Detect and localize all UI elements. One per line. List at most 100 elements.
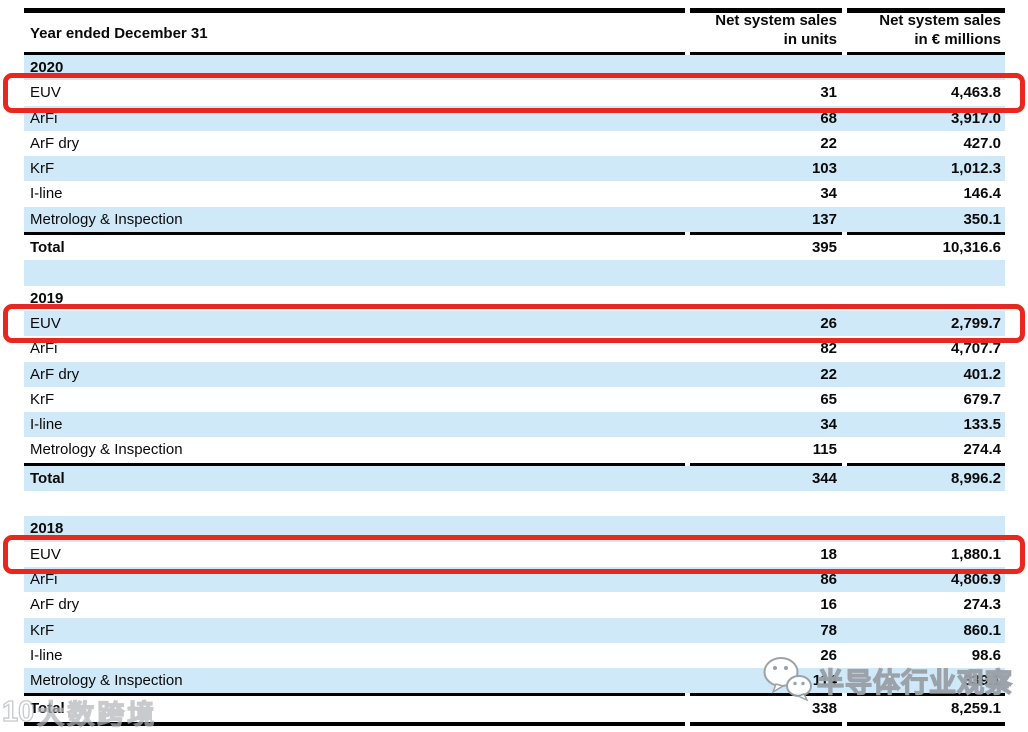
cell-units: 115	[812, 441, 837, 459]
row-euv-2020: EUV 31 4,463.8	[24, 80, 1005, 106]
cell-units: 26	[820, 314, 837, 332]
cell-eur: 10,316.6	[942, 239, 1001, 257]
total-rule-2018	[24, 693, 1005, 697]
cell-eur: 2,799.7	[950, 314, 1001, 332]
cell-label: Total	[30, 469, 65, 487]
cell-units: 344	[811, 469, 837, 487]
cell-label: ArFi	[30, 570, 58, 588]
cell-eur: 427.0	[963, 134, 1001, 152]
cell-label: Total	[30, 700, 65, 718]
table-bottom-rule	[24, 721, 1005, 726]
cell-units: 22	[820, 134, 837, 152]
cell-label: Metrology & Inspection	[30, 210, 183, 228]
row-total-2018: Total 338 8,259.1	[24, 696, 1005, 722]
row-spacer	[24, 491, 1005, 517]
cell-units: 86	[820, 570, 837, 588]
cell-eur: 350.1	[963, 210, 1001, 228]
cell-label: ArF dry	[30, 134, 80, 152]
cell-units: 68	[820, 109, 837, 127]
cell-label: ArFi	[30, 340, 58, 358]
cell-label: Metrology & Inspection	[30, 672, 183, 690]
cell-units: 31	[820, 84, 837, 102]
cell-label: I-line	[30, 646, 63, 664]
cell-units: 16	[820, 596, 837, 614]
year-label: 2020	[30, 59, 64, 76]
cell-eur: 274.3	[963, 596, 1001, 614]
cell-label: ArF dry	[30, 596, 80, 614]
cell-eur: 274.4	[963, 441, 1001, 459]
row-metrology-inspection-2019: Metrology & Inspection 115 274.4	[24, 437, 1005, 463]
header-eur-col: Net system sales in € millions	[879, 12, 1001, 48]
cell-eur: 133.5	[963, 416, 1001, 434]
header-year-col: Year ended December 31	[30, 25, 208, 42]
cell-units: 78	[820, 621, 837, 639]
cell-label: Total	[30, 239, 65, 257]
row-metrology-inspection-2018: Metrology & Inspection 114 339.1	[24, 668, 1005, 694]
cell-units: 103	[811, 160, 837, 178]
row-arf-dry-2020: ArF dry 22 427.0	[24, 130, 1005, 157]
cell-units: 18	[820, 545, 837, 563]
cell-units: 65	[820, 390, 837, 408]
cell-label: ArFi	[30, 109, 58, 127]
cell-units: 395	[811, 239, 837, 257]
row-metrology-inspection-2020: Metrology & Inspection 137 350.1	[24, 206, 1005, 233]
cell-units: 22	[820, 365, 837, 383]
cell-units: 82	[820, 340, 837, 358]
row-arfi-2018: ArFi 86 4,806.9	[24, 566, 1005, 593]
cell-eur: 3,917.0	[950, 109, 1001, 127]
cell-units: 114	[812, 672, 837, 690]
cell-label: EUV	[30, 314, 61, 332]
row-krf-2020: KrF 103 1,012.3	[24, 156, 1005, 182]
cell-label: EUV	[30, 84, 61, 102]
cell-label: KrF	[30, 160, 55, 178]
row-i-line-2020: I-line 34 146.4	[24, 181, 1005, 207]
cell-units: 26	[820, 646, 837, 664]
header-units-col: Net system sales in units	[715, 12, 837, 48]
row-year-2020: 2020	[24, 55, 1005, 81]
table-top-rule	[24, 8, 1005, 13]
row-euv-2018: EUV 18 1,880.1	[24, 541, 1005, 567]
cell-units: 338	[811, 700, 837, 718]
cell-eur: 401.2	[963, 365, 1001, 383]
row-year-2019: 2019	[24, 285, 1005, 311]
cell-eur: 679.7	[963, 390, 1001, 408]
cell-label: KrF	[30, 621, 55, 639]
total-rule-2020	[24, 232, 1005, 236]
cell-eur: 339.1	[963, 672, 1001, 690]
cell-eur: 8,259.1	[950, 700, 1001, 718]
cell-eur: 4,707.7	[950, 340, 1001, 358]
cell-label: ArF dry	[30, 365, 80, 383]
row-i-line-2019: I-line 34 133.5	[24, 412, 1005, 438]
total-rule-2019	[24, 462, 1005, 466]
row-arf-dry-2018: ArF dry 16 274.3	[24, 592, 1005, 618]
cell-eur: 4,463.8	[950, 84, 1001, 102]
row-year-2018: 2018	[24, 516, 1005, 542]
cell-eur: 1,012.3	[950, 160, 1001, 178]
cell-units: 137	[811, 210, 837, 228]
row-krf-2019: KrF 65 679.7	[24, 386, 1005, 413]
cell-units: 34	[820, 416, 837, 434]
row-krf-2018: KrF 78 860.1	[24, 617, 1005, 643]
row-arf-dry-2019: ArF dry 22 401.2	[24, 361, 1005, 387]
cell-label: I-line	[30, 416, 63, 434]
row-spacer	[24, 260, 1005, 286]
cell-eur: 146.4	[963, 185, 1001, 203]
cell-label: I-line	[30, 185, 63, 203]
year-label: 2018	[30, 520, 64, 538]
cell-units: 34	[820, 185, 837, 203]
row-arfi-2019: ArFi 82 4,707.7	[24, 336, 1005, 362]
cell-label: Metrology & Inspection	[30, 441, 183, 459]
header-bottom-rule	[24, 52, 1005, 55]
cell-label: EUV	[30, 545, 61, 563]
cell-label: KrF	[30, 390, 55, 408]
cell-eur: 8,996.2	[950, 469, 1001, 487]
cell-eur: 860.1	[963, 621, 1001, 639]
row-total-2019: Total 344 8,996.2	[24, 465, 1005, 492]
year-label: 2019	[30, 289, 64, 307]
net-system-sales-table: Year ended December 31 Net system sales …	[24, 8, 1005, 726]
row-total-2020: Total 395 10,316.6	[24, 235, 1005, 261]
cell-eur: 98.6	[971, 646, 1001, 664]
row-euv-2019: EUV 26 2,799.7	[24, 310, 1005, 337]
cell-eur: 4,806.9	[950, 570, 1001, 588]
